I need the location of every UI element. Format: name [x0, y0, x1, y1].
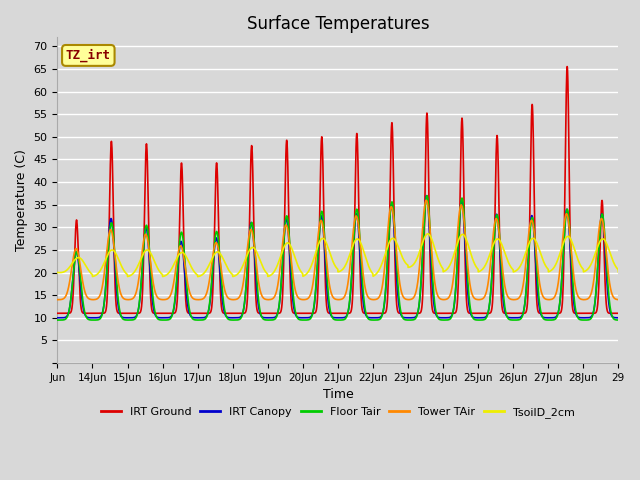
Title: Surface Temperatures: Surface Temperatures [246, 15, 429, 33]
Text: TZ_irt: TZ_irt [66, 49, 111, 62]
X-axis label: Time: Time [323, 388, 353, 401]
Legend: IRT Ground, IRT Canopy, Floor Tair, Tower TAir, TsoilD_2cm: IRT Ground, IRT Canopy, Floor Tair, Towe… [97, 403, 579, 422]
Y-axis label: Temperature (C): Temperature (C) [15, 149, 28, 251]
